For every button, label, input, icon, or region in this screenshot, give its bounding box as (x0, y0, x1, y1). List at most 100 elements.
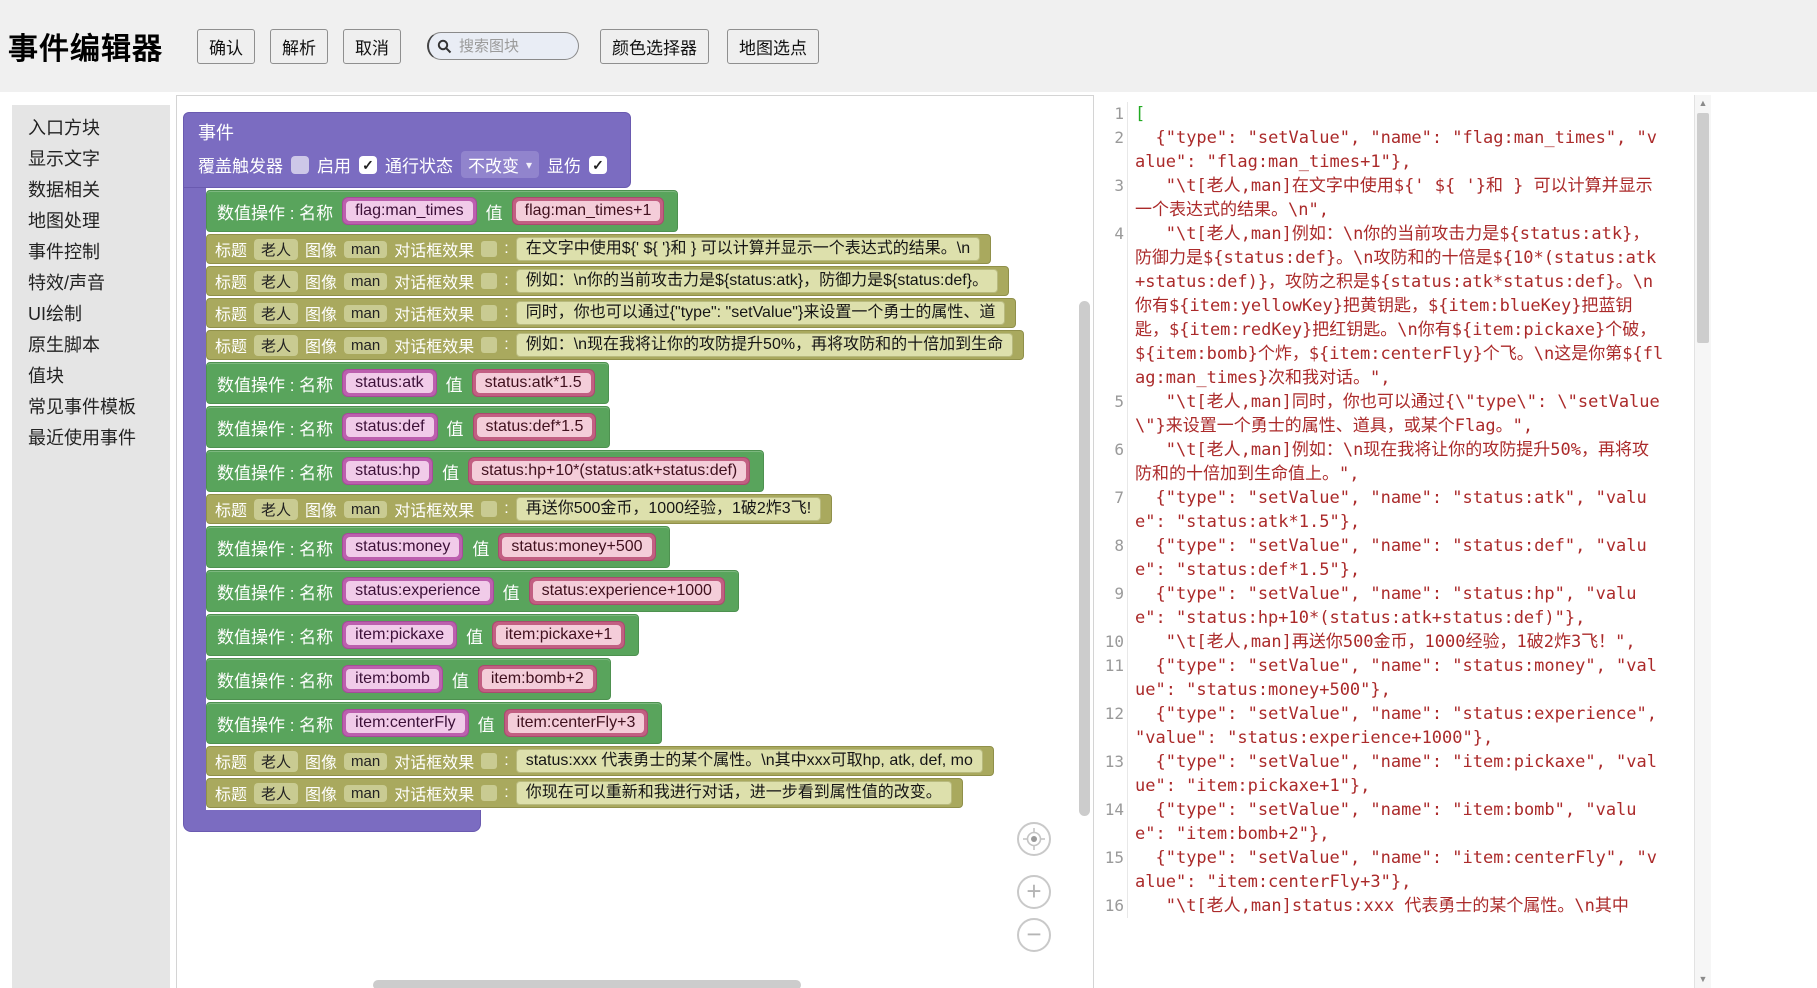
dialog-block[interactable]: 标题 老人 图像 man 对话框效果: 在文字中使用${' ${ '}和 } 可以计算并显… (206, 234, 992, 264)
set-value-block[interactable]: 数值操作 : 名称 status:experience 值 status:experi… (206, 570, 739, 612)
dialog-text-field[interactable]: 在文字中使用${' ${ '}和 } 可以计算并显示一个表达式的结果。\n (515, 237, 981, 261)
dialog-title-field[interactable]: 老人 (254, 238, 299, 260)
dialog-title-field[interactable]: 老人 (254, 782, 299, 804)
set-value-block[interactable]: 数值操作 : 名称 item:centerFly 值 item:centerFly+3 (206, 702, 663, 744)
name-field[interactable]: status:def (342, 413, 438, 441)
sidebar-item[interactable]: 事件控制 (28, 242, 100, 262)
center-view-button[interactable] (1017, 822, 1051, 856)
value-field[interactable]: status:atk*1.5 (471, 369, 595, 397)
dialog-image-field[interactable]: man (344, 336, 388, 354)
sidebar-item[interactable]: 常见事件模板 (28, 397, 136, 417)
dialog-image-field[interactable]: man (344, 304, 388, 322)
dialog-text-field[interactable]: 同时，你也可以通过{"type": "setValue"}来设置一个勇士的属性、… (515, 301, 1006, 325)
dialog-title-field[interactable]: 老人 (254, 334, 299, 356)
cancel-button[interactable]: 取消 (343, 28, 401, 64)
name-field[interactable]: status:money (342, 533, 464, 561)
sidebar-item[interactable]: 数据相关 (28, 180, 100, 200)
map-pick-button[interactable]: 地图选点 (727, 28, 819, 64)
set-name-label: 数值操作 : 名称 (217, 627, 334, 647)
dialog-effect-checkbox[interactable] (481, 753, 498, 769)
sidebar-item[interactable]: 特效/声音 (28, 273, 106, 293)
dialog-image-field[interactable]: man (344, 272, 388, 290)
set-value-block[interactable]: 数值操作 : 名称 flag:man_times 值 flag:man_times+1 (206, 190, 679, 232)
dialog-effect-checkbox[interactable] (481, 785, 498, 801)
search-input[interactable] (457, 36, 570, 56)
zoom-out-button[interactable] (1017, 918, 1051, 952)
value-field[interactable]: status:money+500 (498, 533, 656, 561)
name-field[interactable]: flag:man_times (342, 197, 477, 225)
dialog-effect-checkbox[interactable] (481, 273, 498, 289)
dialog-effect-checkbox[interactable] (481, 241, 498, 257)
dialog-effect-checkbox[interactable] (481, 337, 498, 353)
value-field[interactable]: status:hp+10*(status:atk+status:def) (468, 457, 751, 485)
set-value-block[interactable]: 数值操作 : 名称 status:def 值 status:def*1.5 (206, 406, 611, 448)
dialog-title-field[interactable]: 老人 (254, 270, 299, 292)
scroll-up-icon[interactable]: ▲ (1698, 98, 1708, 108)
value-field[interactable]: flag:man_times+1 (511, 197, 665, 225)
dialog-block[interactable]: 标题 老人 图像 man 对话框效果: 再送你500金币，1000经验，1破2炸3飞! (206, 494, 833, 524)
event-block[interactable]: 事件 覆盖触发器 启用 通行状态 不改变 ▾ 显伤 数值操作 : (183, 112, 1093, 832)
code-panel[interactable]: 1[2 {"type": "setValue", "name": "flag:m… (1093, 95, 1711, 988)
dialog-block[interactable]: 标题 老人 图像 man 对话框效果: status:xxx 代表勇士的某个属性。\n其中… (206, 746, 994, 776)
sidebar-item[interactable]: 入口方块 (28, 118, 100, 138)
dialog-text-field[interactable]: status:xxx 代表勇士的某个属性。\n其中xxx可取hp, atk, d… (515, 749, 983, 773)
value-field[interactable]: item:bomb+2 (477, 665, 597, 693)
name-field[interactable]: item:bomb (342, 665, 443, 693)
sidebar-item[interactable]: 原生脚本 (28, 335, 100, 355)
dialog-effect-label: 对话框效果 (394, 307, 475, 324)
dialog-block[interactable]: 标题 老人 图像 man 对话框效果: 例如：\n现在我将让你的攻防提升50%，再将攻防和… (206, 330, 1025, 360)
dialog-title-field[interactable]: 老人 (254, 302, 299, 324)
name-field[interactable]: item:pickaxe (342, 621, 458, 649)
dialog-block[interactable]: 标题 老人 图像 man 对话框效果: 你现在可以重新和我进行对话，进一步看到属性值的改变… (206, 778, 963, 808)
sidebar-item[interactable]: 地图处理 (28, 211, 100, 231)
sidebar-item[interactable]: 值块 (28, 366, 64, 386)
workspace-vertical-scrollbar[interactable] (1079, 301, 1090, 816)
event-block-header[interactable]: 事件 覆盖触发器 启用 通行状态 不改变 ▾ 显伤 (183, 112, 631, 188)
name-field[interactable]: status:experience (342, 577, 494, 605)
name-field[interactable]: status:hp (342, 457, 434, 485)
name-field[interactable]: status:atk (342, 369, 437, 397)
damage-checkbox[interactable] (589, 155, 608, 174)
blockly-workspace[interactable]: 事件 覆盖触发器 启用 通行状态 不改变 ▾ 显伤 数值操作 : (176, 95, 1093, 988)
dialog-text-field[interactable]: 再送你500金币，1000经验，1破2炸3飞! (515, 497, 822, 521)
zoom-in-button[interactable] (1017, 875, 1051, 909)
scroll-down-icon[interactable]: ▼ (1698, 974, 1708, 984)
sidebar-item[interactable]: 显示文字 (28, 149, 100, 169)
dialog-image-field[interactable]: man (344, 240, 388, 258)
set-value-block[interactable]: 数值操作 : 名称 item:pickaxe 值 item:pickaxe+1 (206, 614, 640, 656)
dialog-effect-checkbox[interactable] (481, 305, 498, 321)
search-box[interactable] (427, 32, 579, 60)
confirm-button[interactable]: 确认 (197, 28, 255, 64)
override-trigger-checkbox[interactable] (291, 155, 309, 174)
dialog-text-field[interactable]: 例如：\n现在我将让你的攻防提升50%，再将攻防和的十倍加到生命 (515, 333, 1014, 357)
pass-state-dropdown[interactable]: 不改变 ▾ (461, 151, 540, 178)
dialog-title-field[interactable]: 老人 (254, 498, 299, 520)
parse-button[interactable]: 解析 (270, 28, 328, 64)
dialog-text-field[interactable]: 你现在可以重新和我进行对话，进一步看到属性值的改变。 (515, 781, 952, 805)
set-value-block[interactable]: 数值操作 : 名称 status:atk 值 status:atk*1.5 (206, 362, 609, 404)
dialog-block[interactable]: 标题 老人 图像 man 对话框效果: 同时，你也可以通过{"type": "setVal… (206, 298, 1017, 328)
dialog-image-field[interactable]: man (344, 500, 388, 518)
dialog-image-field[interactable]: man (344, 784, 388, 802)
color-picker-button[interactable]: 颜色选择器 (600, 28, 709, 64)
workspace-horizontal-scrollbar[interactable] (373, 980, 801, 988)
code-scrollbar[interactable]: ▲ ▼ (1694, 95, 1711, 988)
dialog-image-label: 图像 (305, 503, 338, 520)
value-field[interactable]: status:def*1.5 (472, 413, 597, 441)
enable-checkbox[interactable] (359, 155, 377, 174)
code-scrollbar-thumb[interactable] (1697, 113, 1709, 343)
set-value-block[interactable]: 数值操作 : 名称 item:bomb 值 item:bomb+2 (206, 658, 611, 700)
dialog-effect-checkbox[interactable] (481, 501, 498, 517)
dialog-text-field[interactable]: 例如：\n你的当前攻击力是${status:atk}，防御力是${status:… (515, 269, 999, 293)
dialog-title-field[interactable]: 老人 (254, 750, 299, 772)
value-field[interactable]: status:experience+1000 (528, 577, 725, 605)
dialog-image-field[interactable]: man (344, 752, 388, 770)
set-value-block[interactable]: 数值操作 : 名称 status:hp 值 status:hp+10*(status:… (206, 450, 765, 492)
value-field[interactable]: item:pickaxe+1 (492, 621, 626, 649)
name-field[interactable]: item:centerFly (342, 709, 469, 737)
dialog-block[interactable]: 标题 老人 图像 man 对话框效果: 例如：\n你的当前攻击力是${status:atk… (206, 266, 1010, 296)
sidebar-item[interactable]: UI绘制 (28, 304, 82, 324)
set-value-block[interactable]: 数值操作 : 名称 status:money 值 status:money+500 (206, 526, 670, 568)
value-field[interactable]: item:centerFly+3 (503, 709, 649, 737)
sidebar-item[interactable]: 最近使用事件 (28, 428, 136, 448)
